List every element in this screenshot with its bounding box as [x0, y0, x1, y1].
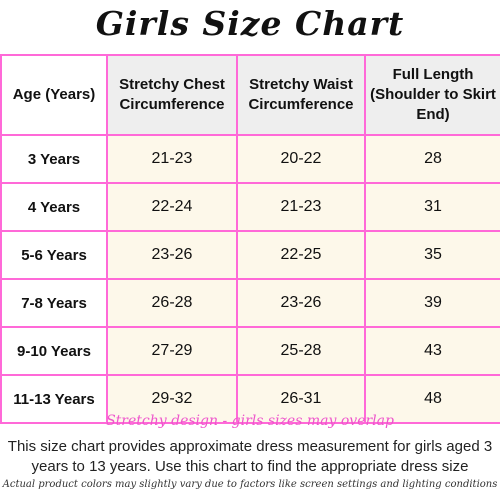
- chart-description: This size chart provides approximate dre…: [7, 438, 493, 475]
- cell-length: 39: [364, 278, 500, 328]
- size-chart-table: Age (Years) Stretchy Chest Circumference…: [0, 54, 500, 424]
- table-row: 9-10 Years 27-29 25-28 43: [0, 326, 500, 376]
- cell-waist: 26-31: [236, 374, 366, 424]
- cell-age: 4 Years: [0, 182, 108, 232]
- cell-chest: 23-26: [106, 230, 238, 280]
- color-disclaimer: Actual product colors may slightly vary …: [2, 479, 498, 490]
- cell-waist: 25-28: [236, 326, 366, 376]
- cell-waist: 21-23: [236, 182, 366, 232]
- table-row: 3 Years 21-23 20-22 28: [0, 134, 500, 184]
- table-row: 11-13 Years 29-32 26-31 48: [0, 374, 500, 424]
- table-row: 5-6 Years 23-26 22-25 35: [0, 230, 500, 280]
- cell-age: 3 Years: [0, 134, 108, 184]
- header-chest: Stretchy Chest Circumference: [106, 54, 238, 136]
- cell-waist: 20-22: [236, 134, 366, 184]
- cell-chest: 27-29: [106, 326, 238, 376]
- size-chart-table-container: Age (Years) Stretchy Chest Circumference…: [0, 54, 500, 424]
- cell-length: 43: [364, 326, 500, 376]
- cell-length: 31: [364, 182, 500, 232]
- cell-age: 9-10 Years: [0, 326, 108, 376]
- table-row: 7-8 Years 26-28 23-26 39: [0, 278, 500, 328]
- page-title: Girls Size Chart: [95, 4, 405, 43]
- cell-length: 28: [364, 134, 500, 184]
- cell-length: 35: [364, 230, 500, 280]
- cell-chest: 26-28: [106, 278, 238, 328]
- cell-waist: 23-26: [236, 278, 366, 328]
- header-age: Age (Years): [0, 54, 108, 136]
- cell-waist: 22-25: [236, 230, 366, 280]
- cell-chest: 29-32: [106, 374, 238, 424]
- cell-age: 7-8 Years: [0, 278, 108, 328]
- cell-length: 48: [364, 374, 500, 424]
- header-waist: Stretchy Waist Circumference: [236, 54, 366, 136]
- cell-age: 5-6 Years: [0, 230, 108, 280]
- table-row: 4 Years 22-24 21-23 31: [0, 182, 500, 232]
- header-length: Full Length (Shoulder to Skirt End): [364, 54, 500, 136]
- cell-chest: 21-23: [106, 134, 238, 184]
- cell-age: 11-13 Years: [0, 374, 108, 424]
- cell-chest: 22-24: [106, 182, 238, 232]
- table-header-row: Age (Years) Stretchy Chest Circumference…: [0, 54, 500, 136]
- overlap-note: Stretchy design - girls sizes may overla…: [106, 413, 394, 429]
